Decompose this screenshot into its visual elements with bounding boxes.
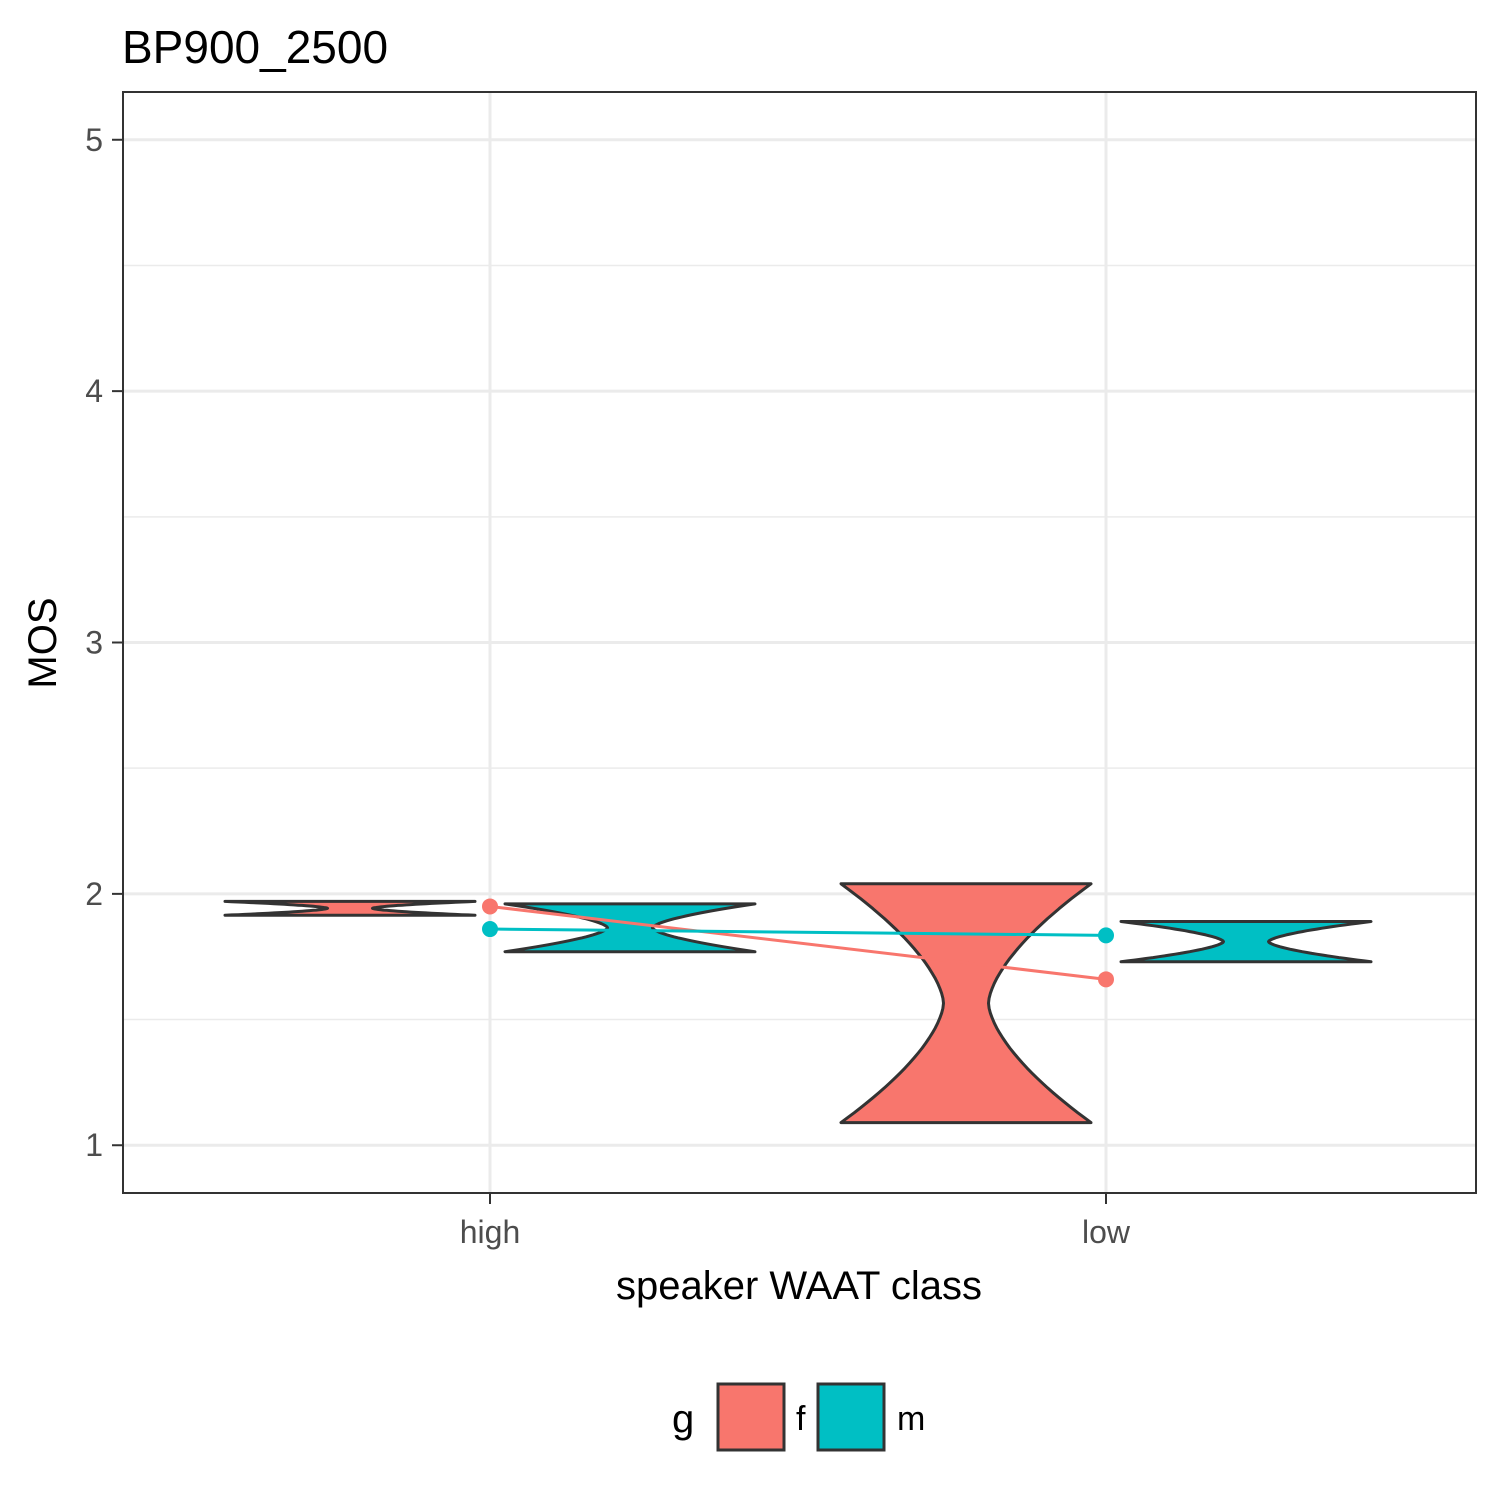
mean-line-m <box>489 927 1107 937</box>
y-tick-label: 4 <box>85 373 103 409</box>
grid <box>123 92 1476 1193</box>
legend-label-f: f <box>796 1400 806 1438</box>
mean-point-m-low <box>1098 927 1114 944</box>
mean-lines <box>482 898 1114 988</box>
legend-key-m <box>816 1382 886 1452</box>
axes: 1 2 3 4 5 high low <box>85 122 1131 1250</box>
x-axis-title: speaker WAAT class <box>616 1264 982 1308</box>
legend-label-m: m <box>897 1400 925 1438</box>
violin-m-high <box>503 902 757 954</box>
x-tick-label: low <box>1082 1214 1131 1250</box>
legend-title: g <box>672 1397 694 1441</box>
y-tick-label: 5 <box>85 122 103 158</box>
violin-f-low <box>839 882 1093 1125</box>
violins <box>223 882 1373 1125</box>
chart-title: BP900_2500 <box>122 21 388 73</box>
violin-m-low <box>1119 920 1373 964</box>
mean-point-m-high <box>482 921 498 938</box>
mean-point-f-low <box>1098 971 1114 988</box>
y-tick-label: 3 <box>85 625 103 661</box>
legend-key-f <box>716 1382 786 1452</box>
x-tick-label: high <box>460 1214 521 1250</box>
y-tick-label: 1 <box>85 1127 103 1163</box>
mean-line-f <box>489 904 1107 981</box>
violin-f-high <box>223 899 477 917</box>
y-axis-title: MOS <box>21 597 65 688</box>
y-tick-label: 2 <box>85 876 103 912</box>
mean-point-f-high <box>482 898 498 915</box>
